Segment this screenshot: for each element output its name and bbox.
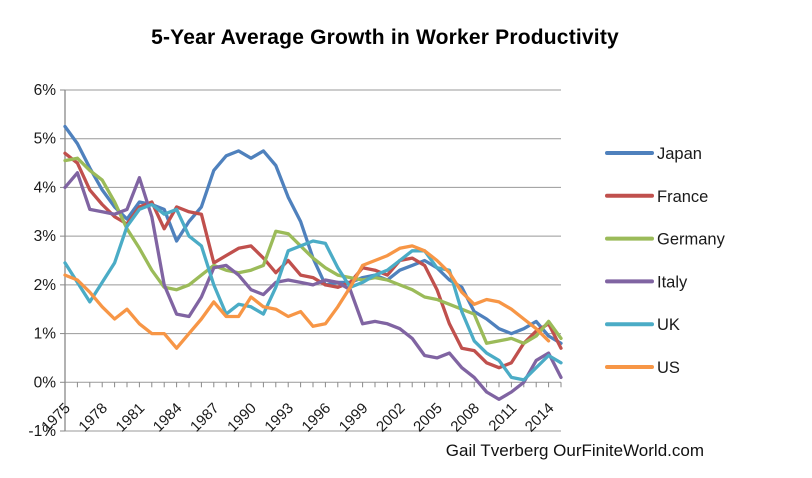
y-tick-label: 1% xyxy=(34,326,57,343)
y-tick-label: 2% xyxy=(34,277,57,294)
series-line-uk xyxy=(63,202,563,382)
y-tick-label: 4% xyxy=(34,179,57,196)
x-tick-label: 1999 xyxy=(336,400,372,436)
y-tick-label: 0% xyxy=(34,374,57,391)
x-tick-label: 1993 xyxy=(261,400,297,436)
x-tick-label: 1978 xyxy=(75,400,111,436)
x-tick-label: 2014 xyxy=(522,400,558,436)
x-tick-label: 2005 xyxy=(410,400,446,436)
y-tick-label: 5% xyxy=(34,131,57,148)
x-tick-label: 1990 xyxy=(224,400,260,436)
series-line-italy xyxy=(63,171,563,401)
chart-title: 5-Year Average Growth in Worker Producti… xyxy=(151,26,619,49)
y-tick-label: 3% xyxy=(34,228,57,245)
legend-label-us: US xyxy=(657,359,680,377)
y-tick-label: -1% xyxy=(28,423,56,440)
x-tick-label: 1981 xyxy=(113,400,149,436)
legend-label-japan: Japan xyxy=(657,145,702,163)
x-tick-label: 1987 xyxy=(187,400,223,436)
attribution-text: Gail Tverberg OurFiniteWorld.com xyxy=(445,441,704,460)
x-tick-label: 1996 xyxy=(299,400,335,436)
legend-label-france: France xyxy=(657,188,708,206)
legend-label-italy: Italy xyxy=(657,273,688,291)
x-tick-label: 1984 xyxy=(150,400,186,436)
x-tick-label: 2011 xyxy=(485,400,520,435)
series-line-us xyxy=(63,244,551,350)
series-line-germany xyxy=(63,156,563,345)
x-tick-label: 2008 xyxy=(447,400,483,436)
series-line-japan xyxy=(63,124,563,345)
legend-label-germany: Germany xyxy=(657,231,726,249)
x-tick-label: 2002 xyxy=(373,400,409,436)
y-tick-label: 6% xyxy=(34,82,57,99)
x-tick-label: 1975 xyxy=(38,400,74,436)
legend-label-uk: UK xyxy=(657,316,680,334)
